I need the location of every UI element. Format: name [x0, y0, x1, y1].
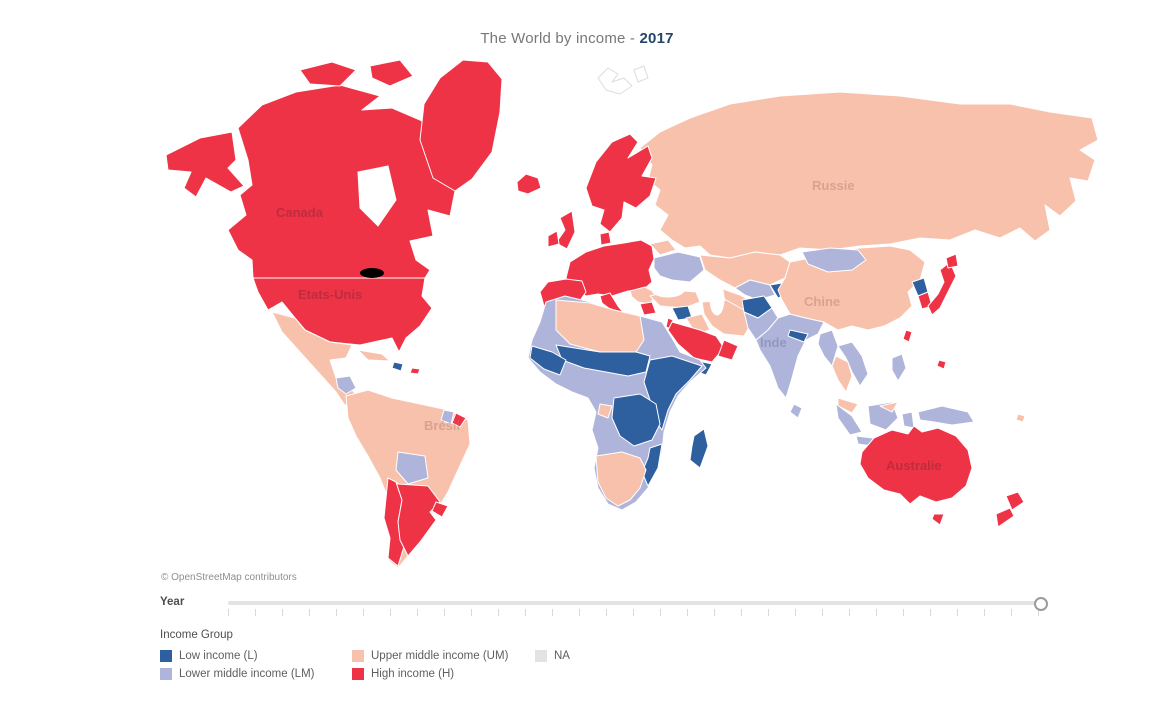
region-tasmania[interactable] — [931, 513, 945, 526]
region-thailand[interactable] — [831, 355, 853, 393]
legend-item-upper-middle-income[interactable]: Upper middle income (UM) — [352, 647, 535, 665]
region-gabon[interactable] — [597, 403, 613, 419]
region-algeria-libya[interactable] — [555, 299, 645, 353]
black-sea — [651, 282, 685, 298]
legend-item-lower-middle-income[interactable]: Lower middle income (LM) — [160, 665, 352, 683]
region-kazakhstan[interactable] — [699, 251, 791, 289]
region-alaska[interactable] — [165, 131, 245, 198]
year-slider-handle[interactable] — [1034, 597, 1048, 611]
region-hokkaido[interactable] — [945, 253, 959, 269]
region-scandinavia[interactable] — [585, 133, 657, 233]
region-uruguay[interactable] — [431, 501, 449, 518]
region-mozambique[interactable] — [641, 443, 663, 487]
region-madagascar[interactable] — [689, 428, 709, 469]
year-slider-track[interactable] — [228, 601, 1041, 605]
legend-item-high-income[interactable]: High income (H) — [352, 665, 535, 683]
region-new-guinea[interactable] — [917, 405, 975, 426]
region-ukraine[interactable] — [653, 251, 705, 283]
region-argentina[interactable] — [395, 481, 441, 557]
legend-label: NA — [554, 650, 570, 662]
region-arctic-island[interactable] — [299, 61, 357, 87]
region-uzbekistan[interactable] — [734, 279, 776, 301]
year-slider: Year — [160, 595, 1060, 623]
region-mongolia[interactable] — [801, 247, 867, 273]
legend-label: Upper middle income (UM) — [371, 650, 509, 662]
year-slider-label: Year — [160, 596, 185, 608]
region-cuba[interactable] — [357, 349, 391, 362]
label-australia: Australie — [886, 458, 942, 473]
region-uk[interactable] — [555, 210, 576, 250]
legend-label: Lower middle income (LM) — [179, 668, 315, 680]
swatch-low-income — [160, 650, 172, 662]
region-southern-africa[interactable] — [595, 451, 647, 507]
region-usa[interactable] — [252, 277, 433, 353]
region-sulawesi[interactable] — [901, 411, 915, 429]
legend-items: Low income (L) Lower middle income (LM) … — [160, 647, 570, 683]
region-new-zealand[interactable] — [995, 507, 1015, 528]
label-india: Inde — [760, 335, 787, 350]
region-haiti[interactable] — [391, 361, 404, 372]
region-russia[interactable] — [639, 91, 1099, 259]
region-arctic-island[interactable] — [369, 59, 414, 87]
region-denmark[interactable] — [599, 231, 612, 246]
region-western-europe[interactable] — [565, 239, 655, 297]
region-canada[interactable] — [227, 84, 457, 279]
region-greece[interactable] — [639, 301, 657, 316]
region-guyana[interactable] — [440, 409, 455, 425]
label-canada: Canada — [276, 205, 324, 220]
page-title: The World by income - 2017 — [0, 30, 1154, 47]
region-nicaragua[interactable] — [335, 375, 357, 395]
region-sri-lanka[interactable] — [789, 403, 803, 419]
legend-label: High income (H) — [371, 668, 455, 680]
caspian-sea — [709, 282, 725, 316]
region-east-africa[interactable] — [643, 355, 703, 431]
hudson-bay — [357, 165, 397, 227]
income-legend: Income Group Low income (L) Lower middle… — [160, 629, 570, 683]
swatch-high-income — [352, 668, 364, 680]
legend-item-low-income[interactable]: Low income (L) — [160, 647, 352, 665]
legend-label: Low income (L) — [179, 650, 258, 662]
region-puerto-rico[interactable] — [409, 367, 421, 375]
region-sahel[interactable] — [555, 344, 651, 377]
label-brazil: Brésil — [424, 418, 460, 433]
region-sumatra[interactable] — [835, 403, 863, 436]
region-greenland[interactable] — [419, 59, 503, 192]
region-bolivia[interactable] — [395, 451, 429, 485]
osm-attribution: © OpenStreetMap contributors — [161, 572, 297, 583]
region-taiwan[interactable] — [902, 329, 913, 343]
region-iceland[interactable] — [516, 173, 542, 195]
region-west-africa[interactable] — [529, 345, 567, 376]
region-australia[interactable] — [859, 425, 973, 505]
svalbard-outline — [597, 65, 649, 95]
legend-item-na[interactable]: NA — [535, 647, 570, 665]
swatch-upper-middle-income — [352, 650, 364, 662]
label-usa: Etats-Unis — [298, 287, 362, 302]
region-ireland[interactable] — [547, 230, 560, 248]
label-russia: Russie — [812, 178, 855, 193]
region-philippines[interactable] — [891, 353, 907, 382]
legend-title: Income Group — [160, 629, 233, 641]
region-saudi-arabia[interactable] — [667, 321, 725, 363]
swatch-lower-middle-income — [160, 668, 172, 680]
region-french-guiana[interactable] — [451, 412, 467, 428]
region-japan[interactable] — [927, 261, 957, 316]
region-borneo-malaysia[interactable] — [879, 401, 899, 413]
region-oman-uae[interactable] — [717, 339, 739, 361]
region-pacific-island[interactable] — [936, 359, 947, 370]
region-nepal[interactable] — [787, 329, 809, 343]
great-lakes — [360, 268, 384, 278]
region-new-zealand[interactable] — [1005, 491, 1025, 511]
region-indochina[interactable] — [837, 341, 869, 387]
region-fiji[interactable] — [1015, 413, 1026, 423]
region-belarus[interactable] — [649, 239, 677, 256]
region-malaysia[interactable] — [837, 397, 859, 414]
title-year: 2017 — [639, 30, 674, 47]
year-slider-ticks — [228, 609, 1041, 616]
region-drc[interactable] — [611, 393, 661, 447]
label-china: Chine — [804, 294, 840, 309]
swatch-na — [535, 650, 547, 662]
title-text: The World by income - — [480, 30, 640, 47]
